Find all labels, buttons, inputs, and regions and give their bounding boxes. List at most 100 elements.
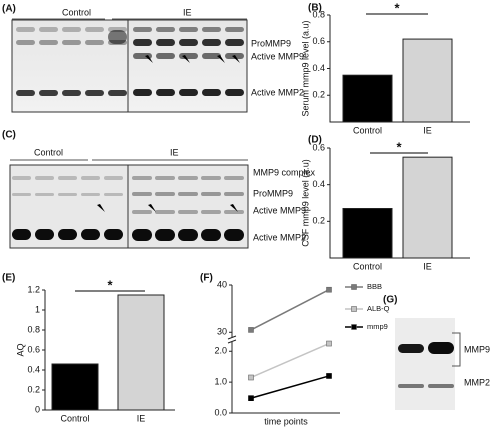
gel — [395, 318, 455, 410]
gel-band — [58, 176, 77, 180]
gel-band — [108, 90, 127, 96]
y-tick-label: 0.2 — [312, 216, 325, 226]
x-tick-label: IE — [423, 261, 432, 271]
legend-label: BBB — [367, 282, 382, 291]
x-tick-label: Control — [353, 125, 382, 135]
bracket — [452, 332, 461, 367]
gel-band — [16, 27, 35, 32]
series-line — [250, 375, 330, 399]
arrowhead — [148, 204, 156, 212]
gel-band — [155, 192, 175, 196]
gel — [11, 19, 248, 113]
y-axis-label: AQ — [15, 343, 25, 356]
x-axis-label: time points — [264, 416, 308, 426]
gel-band — [201, 176, 221, 180]
marker — [326, 340, 332, 347]
arrowhead — [230, 204, 238, 212]
y-tick-label: 0.4 — [27, 364, 40, 374]
arrowhead — [232, 55, 240, 63]
gel-band — [202, 27, 221, 32]
group-label: Control — [62, 7, 91, 17]
x-tick-label: Control — [60, 413, 89, 423]
band-label: Active MMP9 — [253, 205, 306, 215]
gel-band — [398, 384, 424, 388]
band-label: MMP2 — [464, 377, 490, 387]
gel-band — [39, 90, 58, 96]
panel-label: (B) — [308, 3, 322, 14]
legend-marker — [351, 284, 357, 290]
gel-band — [155, 229, 175, 241]
band-label: Active MMP2 — [251, 87, 304, 97]
gel-band — [16, 40, 35, 45]
arrowhead — [217, 55, 225, 63]
gel-band — [178, 176, 198, 180]
gel-band — [104, 193, 123, 196]
gel-band — [58, 193, 77, 196]
gel-band — [39, 27, 58, 32]
annotation: * — [107, 277, 113, 292]
gel-band — [85, 90, 104, 96]
gel-band — [81, 229, 100, 240]
x-tick-label: IE — [423, 125, 432, 135]
gel-band — [428, 384, 454, 388]
gel-band — [85, 27, 104, 32]
gel-band — [179, 89, 198, 96]
gel-band — [62, 90, 81, 96]
y-tick-label: 0.6 — [27, 344, 40, 354]
y-tick-label: 0.6 — [312, 142, 325, 152]
gel-band — [201, 192, 221, 196]
y-tick-label: 0 — [35, 404, 40, 414]
gel-band — [62, 27, 81, 32]
gel-band — [132, 229, 152, 241]
y-tick-label: 0.0 — [214, 407, 227, 417]
gel-band — [35, 229, 54, 240]
axis — [231, 285, 340, 414]
y-tick-label: 0.4 — [312, 63, 325, 73]
marker — [248, 327, 254, 333]
axis-break — [227, 335, 237, 344]
legend-label: mmp9 — [367, 322, 388, 331]
y-tick-label: 1 — [35, 304, 40, 314]
gel-band — [155, 210, 175, 214]
gel-band — [428, 342, 454, 354]
bar — [402, 38, 453, 123]
bar — [117, 294, 165, 411]
gel-band — [108, 30, 127, 44]
gel-band — [58, 229, 77, 240]
gel-band — [224, 229, 244, 241]
y-tick-label: 0.8 — [312, 9, 325, 19]
bar — [51, 363, 99, 411]
band-label: Active MMP2 — [253, 232, 306, 242]
bar — [342, 74, 393, 123]
gel-band — [202, 39, 221, 46]
arrowhead — [97, 204, 105, 212]
band-label: MMP9 — [464, 344, 490, 354]
y-tick-label: 0.8 — [27, 324, 40, 334]
gel-band — [12, 193, 31, 196]
gel-band — [132, 210, 152, 214]
y-tick-label: 0.4 — [312, 179, 325, 189]
gel-band — [156, 53, 175, 59]
gel-band — [156, 27, 175, 32]
marker — [326, 286, 332, 293]
bar — [342, 208, 393, 259]
gel-band — [202, 89, 221, 96]
gel-band — [85, 40, 104, 45]
gel-band — [132, 192, 152, 196]
gel-band — [155, 176, 175, 180]
band-label: Active MMP9 — [251, 51, 304, 61]
gel-band — [104, 229, 123, 240]
gel-band — [156, 89, 175, 96]
annotation: * — [396, 139, 402, 154]
gel-band — [133, 89, 152, 96]
gel-band — [35, 193, 54, 196]
y-tick-label: 40 — [217, 279, 227, 289]
gel-band — [201, 210, 221, 214]
gel-band — [12, 229, 31, 240]
gel-band — [201, 229, 221, 241]
y-tick-label: 0.2 — [27, 384, 40, 394]
gel-band — [178, 192, 198, 196]
band-label: ProMMP9 — [253, 188, 293, 198]
group-label: IE — [170, 147, 179, 157]
y-tick-label: 0.6 — [312, 36, 325, 46]
